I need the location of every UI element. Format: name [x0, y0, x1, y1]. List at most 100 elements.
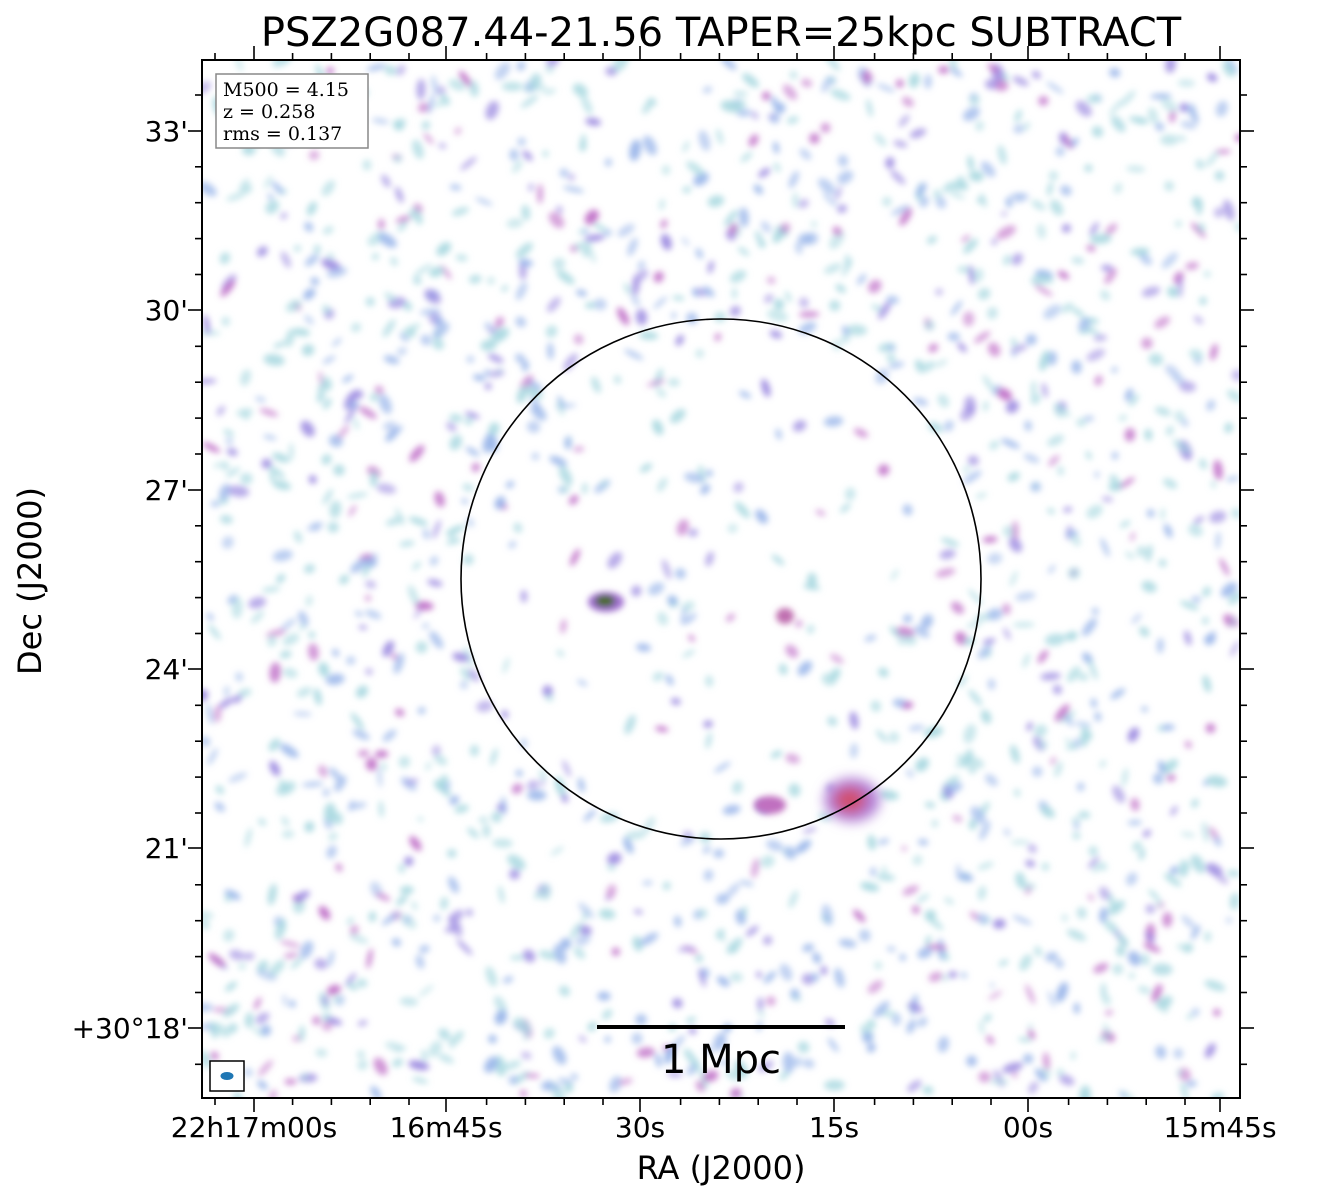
noise-blob [745, 925, 759, 937]
noise-blob [1154, 406, 1171, 416]
noise-blob [616, 307, 630, 326]
noise-blob [446, 421, 457, 432]
noise-blob [469, 80, 479, 97]
noise-blob [1104, 268, 1117, 285]
noise-blob [203, 314, 211, 335]
noise-blob [867, 834, 876, 851]
noise-blob [1152, 773, 1164, 785]
noise-blob [522, 949, 536, 963]
noise-blob [334, 775, 347, 792]
noise-blob [1204, 980, 1226, 992]
noise-blob [267, 635, 277, 647]
noise-blob [888, 361, 905, 369]
noise-blob [830, 89, 851, 101]
noise-blob [1044, 633, 1066, 646]
noise-blob [785, 644, 799, 658]
noise-blob [560, 486, 570, 493]
noise-blob [505, 480, 515, 489]
noise-blob [1078, 317, 1090, 333]
noise-blob [545, 64, 554, 74]
noise-blob [688, 528, 698, 537]
y-tick-label: 21' [145, 832, 188, 865]
noise-blob [391, 938, 401, 947]
noise-blob [969, 95, 981, 106]
noise-blob [1125, 551, 1135, 560]
noise-blob [1071, 816, 1081, 824]
noise-blob [1195, 159, 1205, 170]
noise-blob [371, 118, 390, 124]
noise-blob [1191, 596, 1202, 603]
noise-blob [553, 1087, 565, 1098]
plot-frame [201, 59, 1241, 1099]
noise-blob [751, 858, 760, 879]
noise-blob [1119, 477, 1135, 489]
noise-blob [703, 1070, 719, 1082]
noise-blob [219, 252, 231, 264]
noise-blob [1011, 520, 1019, 541]
noise-blob [381, 912, 399, 926]
noise-blob [219, 483, 231, 501]
noise-blob [1155, 122, 1165, 132]
noise-blob [392, 1058, 404, 1068]
noise-blob [326, 845, 337, 859]
noise-blob [635, 1013, 647, 1026]
noise-blob [366, 948, 373, 969]
noise-blob [913, 625, 930, 638]
info-box: M500 = 4.15 z = 0.258 rms = 0.137 [215, 73, 369, 149]
noise-blob [579, 140, 587, 152]
noise-blob [740, 151, 753, 163]
noise-blob [887, 344, 896, 352]
noise-blob [1205, 863, 1223, 876]
noise-blob [874, 961, 883, 970]
noise-blob [705, 675, 714, 687]
noise-blob [987, 342, 1001, 357]
noise-blob [377, 218, 385, 230]
noise-blob [729, 306, 741, 317]
noise-blob [362, 159, 372, 171]
noise-blob [1048, 564, 1056, 574]
noise-blob [1227, 870, 1240, 877]
noise-blob [961, 234, 971, 243]
noise-blob [1089, 233, 1112, 244]
noise-blob [1145, 544, 1153, 563]
noise-blob [753, 184, 763, 195]
noise-blob [559, 168, 569, 178]
noise-blob [298, 624, 307, 630]
noise-blob [715, 928, 725, 940]
noise-blob [1155, 1045, 1167, 1059]
noise-blob [587, 1021, 597, 1032]
noise-blob [967, 455, 979, 466]
noise-blob [631, 1032, 643, 1045]
noise-blob [530, 404, 547, 421]
noise-blob [1089, 222, 1099, 236]
noise-blob [1056, 1068, 1064, 1076]
noise-blob [706, 469, 713, 477]
noise-blob [1088, 856, 1100, 869]
noise-blob [395, 215, 411, 224]
noise-blob [559, 985, 570, 997]
noise-blob [1202, 675, 1212, 693]
noise-blob [284, 1078, 297, 1085]
noise-blob [364, 595, 372, 602]
noise-blob [1032, 766, 1043, 777]
noise-blob [1179, 381, 1196, 393]
noise-blob [898, 114, 910, 128]
noise-blob [1031, 200, 1046, 211]
noise-blob [476, 700, 494, 713]
noise-blob [600, 479, 608, 488]
noise-blob [956, 863, 961, 881]
noise-blob [985, 78, 998, 90]
noise-blob [436, 242, 452, 256]
noise-blob [1037, 649, 1049, 664]
noise-blob [717, 976, 730, 987]
noise-blob [1088, 846, 1098, 857]
noise-blob [757, 997, 764, 1011]
noise-blob [1057, 270, 1070, 280]
noise-blob [956, 754, 964, 760]
noise-blob [438, 1028, 451, 1041]
noise-blob [902, 701, 914, 710]
noise-blob [520, 590, 528, 603]
noise-blob [431, 745, 441, 757]
noise-blob [1034, 1068, 1047, 1082]
